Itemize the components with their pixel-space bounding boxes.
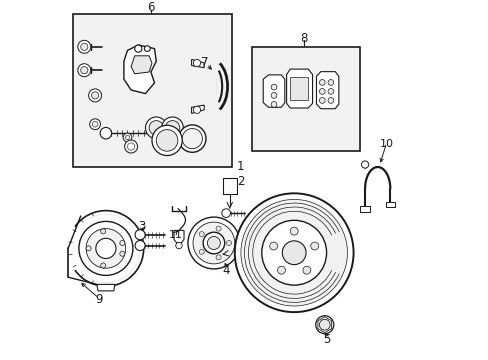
Circle shape [152,125,182,156]
Text: 4: 4 [223,264,230,277]
Circle shape [319,80,325,85]
Circle shape [282,241,305,265]
Circle shape [289,227,298,235]
Circle shape [145,117,167,139]
Circle shape [315,316,333,334]
Circle shape [86,246,91,251]
Circle shape [327,98,333,103]
Circle shape [199,249,204,255]
Circle shape [96,238,116,258]
Polygon shape [286,69,312,108]
Circle shape [270,93,276,98]
Circle shape [270,84,276,90]
Circle shape [165,121,179,135]
Text: 7: 7 [201,57,208,69]
Circle shape [81,43,88,50]
Circle shape [319,319,329,330]
Text: 3: 3 [138,220,145,233]
Circle shape [78,40,91,53]
Polygon shape [360,206,369,212]
Circle shape [101,229,105,234]
Circle shape [269,242,277,250]
Text: 1: 1 [237,160,244,173]
Circle shape [78,64,91,77]
Circle shape [86,229,125,268]
Circle shape [277,266,285,274]
Circle shape [144,46,150,51]
Text: 2: 2 [237,175,244,188]
Circle shape [241,199,347,306]
Polygon shape [191,105,204,113]
Circle shape [319,98,325,103]
Circle shape [222,209,230,217]
Circle shape [81,67,88,74]
Circle shape [125,135,129,140]
Polygon shape [191,59,204,68]
Text: 8: 8 [300,32,307,45]
Circle shape [226,240,231,246]
Polygon shape [123,45,156,94]
Text: 6: 6 [147,1,154,14]
Circle shape [135,240,145,251]
Circle shape [135,230,145,240]
Circle shape [216,255,221,260]
Circle shape [178,125,205,152]
Circle shape [216,226,221,231]
Circle shape [361,161,368,168]
Circle shape [193,222,234,264]
Circle shape [182,129,202,149]
Circle shape [100,127,111,139]
Circle shape [327,80,333,85]
Circle shape [101,263,105,268]
Polygon shape [263,75,284,107]
Circle shape [120,251,124,256]
Circle shape [261,220,326,285]
Circle shape [89,119,101,130]
Circle shape [79,221,133,275]
Circle shape [134,45,142,52]
Circle shape [234,193,353,312]
Circle shape [270,102,276,107]
Circle shape [156,130,178,151]
Circle shape [149,121,163,135]
Polygon shape [131,56,152,74]
Polygon shape [174,230,183,243]
Circle shape [175,242,182,249]
Circle shape [302,266,310,274]
Bar [73,14,231,167]
Circle shape [310,242,318,250]
Circle shape [162,117,183,139]
Circle shape [193,106,200,113]
Circle shape [92,121,98,127]
Circle shape [319,89,325,94]
Circle shape [127,143,134,150]
Circle shape [187,217,239,269]
Circle shape [88,89,102,102]
Circle shape [124,140,137,153]
Circle shape [207,237,220,249]
Circle shape [203,232,224,254]
Text: 10: 10 [379,139,393,149]
Circle shape [327,89,333,94]
Circle shape [199,231,204,237]
Polygon shape [97,284,115,291]
Text: 11: 11 [168,230,182,240]
Circle shape [120,240,124,246]
Circle shape [193,59,200,67]
Text: 5: 5 [323,333,330,346]
Circle shape [91,92,99,99]
Text: 9: 9 [95,293,102,306]
Polygon shape [289,77,307,100]
Circle shape [123,133,132,142]
Bar [251,47,359,151]
Polygon shape [385,202,394,207]
Polygon shape [316,72,338,109]
